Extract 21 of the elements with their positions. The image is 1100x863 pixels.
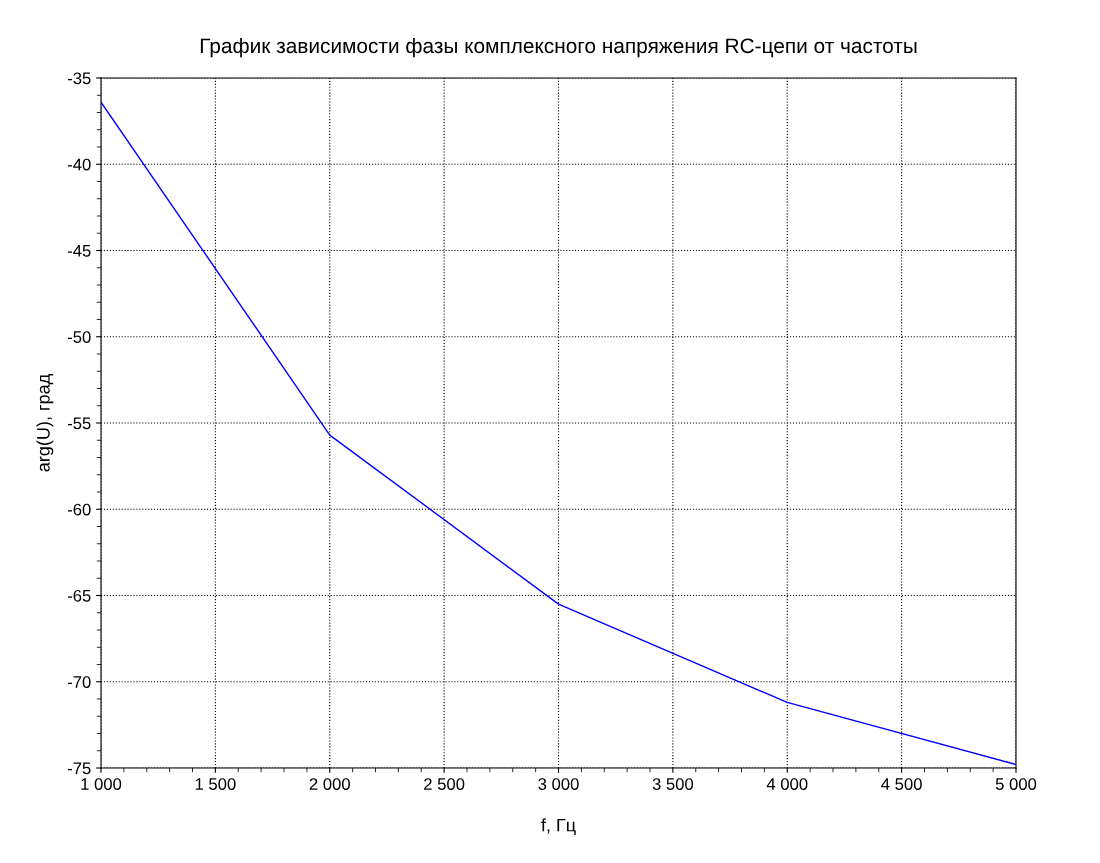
- y-axis-title: arg(U), град: [36, 374, 54, 472]
- x-tick-label: 3 500: [652, 778, 694, 790]
- y-tick-label: -65: [67, 589, 91, 602]
- x-tick-label: 1 500: [195, 778, 236, 790]
- x-tick-label: 4 000: [766, 778, 808, 790]
- y-tick-label: -55: [67, 417, 91, 430]
- y-tick-label: -40: [67, 158, 91, 171]
- x-tick-label: 5 000: [995, 778, 1037, 790]
- y-tick-label: -50: [67, 331, 91, 343]
- x-tick-label: 1 000: [81, 778, 122, 790]
- y-tick-label: -35: [67, 72, 91, 85]
- y-tick-label: -70: [67, 676, 91, 688]
- x-tick-label: 2 500: [424, 778, 465, 790]
- x-tick-label: 2 000: [309, 778, 350, 790]
- chart-title: График зависимости фазы комплексного напряжения RC-цепи от частоты: [200, 37, 917, 58]
- x-tick-label: 3 000: [538, 778, 579, 790]
- x-tick-label: 4 500: [881, 778, 922, 790]
- y-tick-label: -60: [67, 503, 91, 516]
- x-axis-title: f, Гц: [541, 818, 576, 835]
- y-tick-label: -75: [67, 762, 91, 775]
- y-tick-label: -45: [67, 245, 91, 257]
